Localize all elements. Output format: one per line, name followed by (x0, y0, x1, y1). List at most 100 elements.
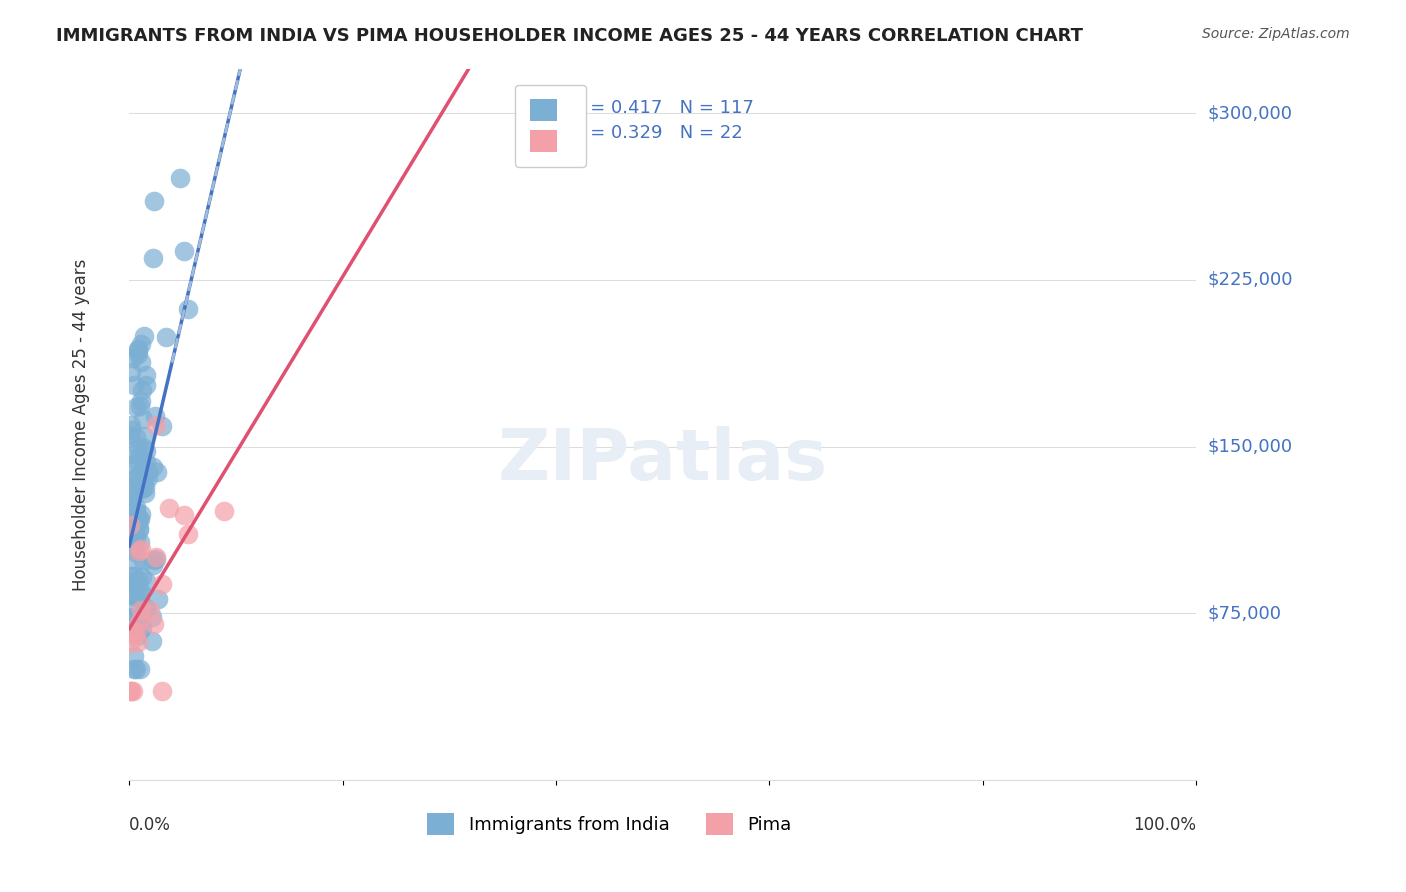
Point (121, 489, 143, 503)
Point (128, 584, 150, 599)
Point (120, 587, 142, 601)
Text: $225,000: $225,000 (1208, 271, 1292, 289)
Point (120, 611, 142, 625)
Point (120, 517, 142, 532)
Point (146, 466, 169, 480)
Point (150, 577, 173, 591)
Point (124, 478, 146, 492)
Point (129, 591, 152, 606)
Point (131, 463, 153, 477)
Point (134, 480, 156, 494)
Point (120, 423, 142, 437)
Text: $300,000: $300,000 (1208, 104, 1292, 122)
Point (120, 684, 142, 698)
Point (128, 535, 150, 549)
Point (132, 470, 155, 484)
Point (127, 440, 149, 454)
Point (135, 601, 157, 615)
Point (176, 526, 198, 541)
Point (129, 541, 152, 556)
Point (122, 649, 145, 664)
Point (169, 170, 191, 185)
Point (127, 342, 149, 356)
Point (124, 516, 146, 530)
Point (121, 351, 143, 365)
Point (127, 573, 149, 587)
Point (124, 541, 146, 556)
Point (129, 355, 152, 369)
Point (124, 554, 146, 568)
Text: R = 0.329   N = 22: R = 0.329 N = 22 (572, 124, 742, 142)
Point (145, 550, 167, 565)
Point (125, 508, 148, 522)
Point (125, 500, 148, 514)
Point (120, 417, 142, 432)
Point (124, 536, 146, 550)
Point (122, 377, 145, 392)
Point (125, 662, 148, 676)
Point (122, 588, 145, 602)
Text: 0.0%: 0.0% (129, 816, 172, 834)
Point (173, 244, 195, 258)
Point (120, 684, 142, 698)
Point (120, 427, 142, 442)
Point (122, 447, 145, 461)
Point (135, 574, 157, 589)
Text: $75,000: $75,000 (1208, 605, 1281, 623)
Point (132, 411, 155, 425)
Point (127, 343, 149, 357)
Point (122, 684, 145, 698)
Point (131, 603, 153, 617)
Point (125, 626, 148, 640)
Point (135, 444, 157, 458)
Point (132, 460, 155, 475)
Point (122, 503, 145, 517)
Point (121, 589, 143, 603)
Point (131, 383, 153, 397)
Point (131, 621, 153, 635)
Point (125, 469, 148, 483)
Point (125, 430, 148, 444)
Point (177, 301, 200, 316)
Point (120, 510, 142, 524)
Point (135, 455, 157, 469)
Text: 100.0%: 100.0% (1133, 816, 1197, 834)
Text: R = 0.417   N = 117: R = 0.417 N = 117 (572, 99, 754, 117)
Text: Source: ZipAtlas.com: Source: ZipAtlas.com (1202, 27, 1350, 41)
Point (122, 574, 145, 588)
Point (128, 521, 150, 535)
Point (129, 337, 152, 351)
Point (134, 486, 156, 500)
Point (122, 568, 145, 582)
Point (134, 429, 156, 443)
Point (128, 544, 150, 558)
Point (131, 585, 153, 599)
Point (121, 515, 143, 529)
Point (124, 576, 146, 591)
Point (142, 553, 165, 567)
Point (136, 471, 159, 485)
Point (142, 616, 165, 631)
Point (132, 476, 155, 491)
Point (145, 417, 167, 432)
Point (157, 500, 180, 515)
Point (120, 568, 142, 582)
Point (143, 409, 166, 424)
Point (121, 458, 143, 473)
Point (173, 508, 195, 522)
Point (128, 450, 150, 464)
Point (128, 523, 150, 537)
Point (128, 399, 150, 413)
Point (150, 684, 173, 698)
Point (124, 576, 146, 591)
Point (120, 635, 142, 649)
Point (127, 635, 149, 649)
Point (128, 624, 150, 638)
Point (142, 460, 165, 475)
Point (120, 496, 142, 510)
Point (152, 419, 174, 434)
Text: $150,000: $150,000 (1208, 438, 1292, 456)
Point (122, 506, 145, 520)
Point (127, 347, 149, 361)
Point (125, 630, 148, 644)
